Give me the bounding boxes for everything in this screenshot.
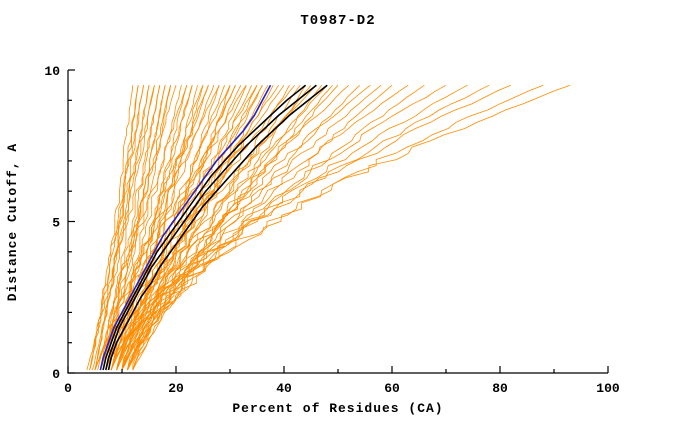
svg-text:0: 0 (64, 381, 72, 396)
svg-text:60: 60 (384, 381, 400, 396)
svg-text:100: 100 (596, 381, 620, 396)
svg-text:5: 5 (52, 216, 60, 231)
svg-text:10: 10 (44, 64, 60, 79)
x-axis-label: Percent of Residues (CA) (232, 401, 443, 416)
svg-text:0: 0 (52, 367, 60, 382)
y-axis-label: Distance Cutoff, A (5, 143, 20, 301)
tick-labels: 0 20 40 60 80 100 0 5 10 (44, 64, 620, 396)
axis-ticks (67, 69, 609, 374)
curve-series (86, 84, 571, 371)
svg-text:40: 40 (276, 381, 292, 396)
svg-text:80: 80 (492, 381, 508, 396)
chart-title: T0987-D2 (300, 13, 375, 29)
svg-text:20: 20 (168, 381, 184, 396)
